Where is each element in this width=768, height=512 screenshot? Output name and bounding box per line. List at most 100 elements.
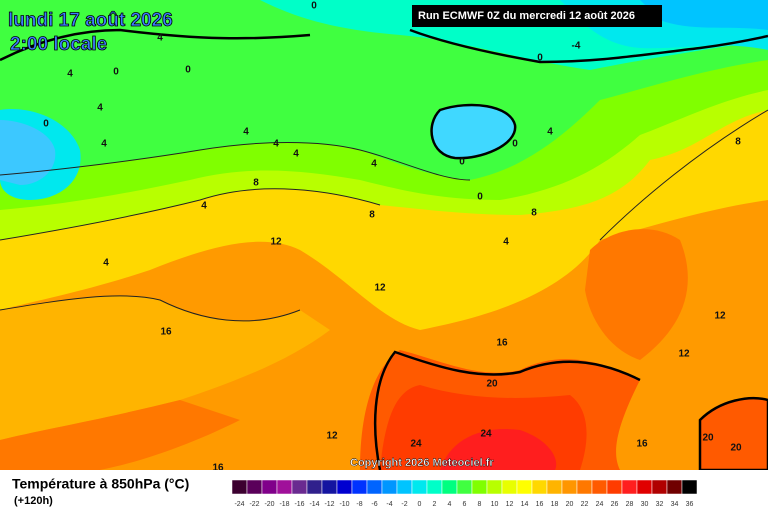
contour-label: 20 [486,379,498,390]
colorbar-swatch [666,479,683,495]
colorbar-label: 4 [448,501,452,508]
time-label: 2:00 locale [10,34,107,55]
contour-label: 12 [714,311,726,322]
colorbar-label: -16 [294,501,304,508]
contour-label: 24 [410,439,422,450]
contour-label: 12 [326,431,338,442]
colorbar-label: 0 [418,501,422,508]
footer-title: Température à 850hPa (°C) [12,476,189,492]
colorbar-label: -4 [386,501,392,508]
contour-label: 0 [477,192,483,203]
colorbar-label: 22 [581,501,589,508]
copyright: Copyright 2026 Meteociel.fr [350,457,494,469]
colorbar-swatch [471,479,488,495]
contour-labels: 0 4 -4 0 4 0 0 4 0 4 4 4 4 4 0 0 4 8 8 4 0 8 8 4 12 4 12 16 12 16 12 20… [43,1,742,474]
colorbar-label: -12 [324,501,334,508]
colorbar-label: 16 [536,501,544,508]
contour-label: 4 [103,258,109,269]
colorbar-label: 14 [521,501,529,508]
colorbar-label: 24 [596,501,604,508]
colorbar-swatch [621,479,638,495]
colorbar-swatch [576,479,593,495]
colorbar-swatch [531,479,548,495]
colorbar-swatch [291,479,308,495]
contour-label: 4 [293,149,299,160]
colorbar-swatch [636,479,653,495]
colorbar-swatch [396,479,413,495]
contour-label: 8 [369,210,375,221]
contour-label: 4 [157,33,163,44]
colorbar-label: 36 [686,501,694,508]
colorbar-label: -8 [356,501,362,508]
contour-label: 12 [270,237,282,248]
contour-label: 4 [101,139,107,150]
colorbar-swatch [336,479,353,495]
contour-label: 4 [67,69,73,80]
contour-label: 8 [735,137,741,148]
contour-label: 4 [97,103,103,114]
contour-label: 0 [311,1,317,12]
colorbar-swatch [486,479,503,495]
colorbar-label: -18 [279,501,289,508]
contour-label: 0 [537,53,543,64]
colorbar-label: -22 [249,501,259,508]
contour-label: 4 [547,127,553,138]
contour-label: 4 [273,139,279,150]
contour-label: 4 [201,201,207,212]
contour-label: 0 [459,157,465,168]
contour-label: 24 [480,429,492,440]
colorbar-swatch [231,479,248,495]
contour-label: 20 [730,443,742,454]
contour-label: 8 [253,178,259,189]
colorbar-swatch [321,479,338,495]
contour-label: 16 [636,439,648,450]
colorbar-label: 2 [433,501,437,508]
contour-label: 0 [512,139,518,150]
colorbar-label: -6 [371,501,377,508]
contour-label: 8 [531,208,537,219]
colorbar-swatch [366,479,383,495]
colorbar-swatch [606,479,623,495]
colorbar-swatch [681,479,698,495]
colorbar-swatch [381,479,398,495]
colorbar-label: -24 [234,501,244,508]
contour-label: 16 [212,463,224,474]
colorbar-label: 26 [611,501,619,508]
colorbar-swatch [261,479,278,495]
colorbar-swatch [351,479,368,495]
colorbar-label: 18 [551,501,559,508]
contour-label: 12 [374,283,386,294]
run-box [412,5,662,27]
contour-label: -4 [572,41,581,52]
colorbar-swatch [651,479,668,495]
colorbar-label: 30 [641,501,649,508]
colorbar-swatch [426,479,443,495]
colorbar-label: 32 [656,501,664,508]
colorbar-label: 20 [566,501,574,508]
colorbar-label: -2 [401,501,407,508]
colorbar-label: 8 [478,501,482,508]
colorbar-swatch [546,479,563,495]
contour-label: 0 [185,65,191,76]
colorbar-swatch [591,479,608,495]
contour-label: 12 [678,349,690,360]
contour-label: 0 [113,67,119,78]
colorbar-swatch [501,479,518,495]
contour-label: 4 [243,127,249,138]
contour-label: 4 [371,159,377,170]
colorbar-label: 12 [506,501,514,508]
run-label: Run ECMWF 0Z du mercredi 12 août 2026 [418,10,635,22]
contour-label: 0 [43,119,49,130]
date-label: lundi 17 août 2026 [8,10,173,31]
colorbar-swatch [306,479,323,495]
colorbar-label: -10 [339,501,349,508]
contours [0,28,768,471]
colorbar-swatch [441,479,458,495]
contour-label: 4 [503,237,509,248]
colorbar-swatch [411,479,428,495]
contour-label: 20 [702,433,714,444]
colorbar-label: -20 [264,501,274,508]
contours-thin [0,109,768,322]
